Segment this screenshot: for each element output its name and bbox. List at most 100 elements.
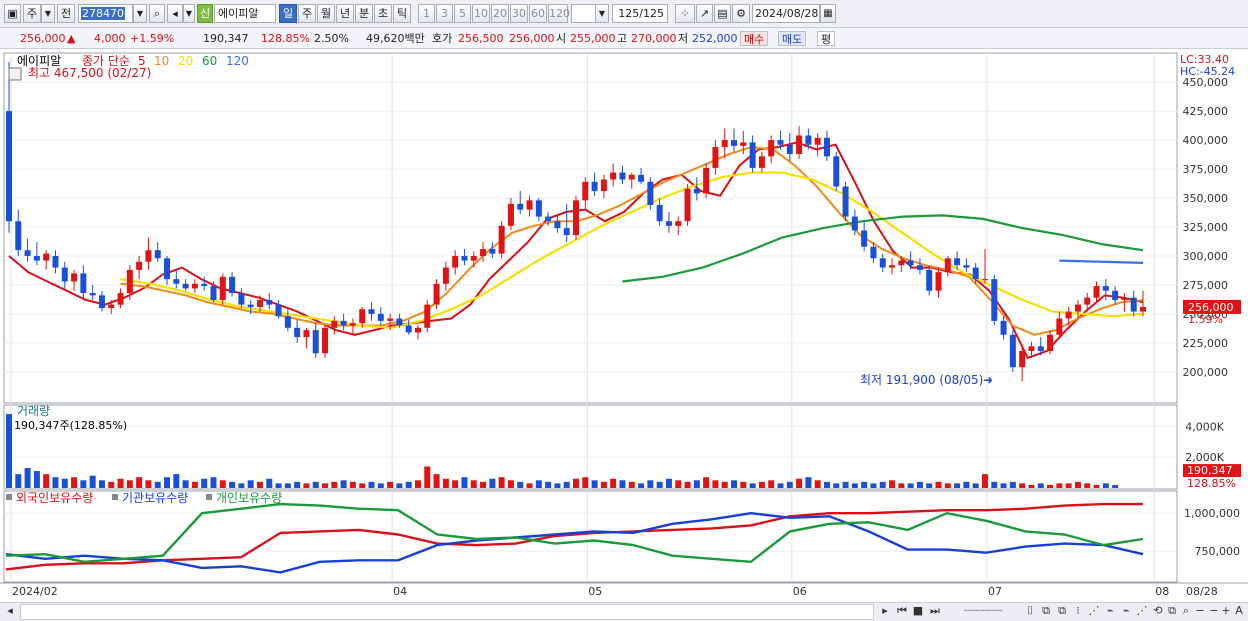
period-button[interactable]: 분 bbox=[355, 4, 373, 23]
interval-button[interactable]: 30 bbox=[510, 4, 528, 23]
volume-bar bbox=[1037, 483, 1044, 488]
prev-button[interactable]: 전 bbox=[57, 4, 75, 23]
stock-chart[interactable]: 에이피알 종가 단순 5 10 20 60 120 최고 467,500 (02/27)… bbox=[0, 49, 1248, 604]
x-tick-label: 06 bbox=[793, 585, 807, 598]
interval-button[interactable]: 5 bbox=[454, 4, 471, 23]
volume-tick-label: 4,000K bbox=[1185, 420, 1224, 433]
period-button[interactable]: 초 bbox=[374, 4, 392, 23]
calendar-small-icon[interactable] bbox=[8, 67, 22, 81]
volume-annotation: 190,347주(128.85%) bbox=[14, 419, 127, 432]
y-tick-label: 400,000 bbox=[1183, 134, 1229, 147]
stock-name-field[interactable]: 에이피알 bbox=[214, 4, 276, 23]
x-axis-labels: 2024/02 04 05 06 07 08 08/28 bbox=[12, 585, 1218, 598]
data-count-field[interactable]: 125/125 bbox=[612, 4, 668, 23]
volume-bar bbox=[507, 480, 514, 488]
speaker-dropdown-icon[interactable]: ▼ bbox=[183, 4, 195, 23]
candle-body bbox=[916, 265, 923, 270]
volume-bar bbox=[145, 480, 152, 488]
tool-icon-3[interactable]: ⧉ bbox=[1058, 604, 1066, 617]
quote-bar: 256,000 ▲ 4,000 +1.59% 190,347 128.85% 2… bbox=[0, 28, 1248, 49]
candle-body bbox=[758, 156, 765, 168]
buy-button[interactable]: 매수 bbox=[740, 31, 769, 46]
zoom-out-icon[interactable]: − bbox=[1195, 604, 1205, 617]
tool-icon-2[interactable]: ⧉ bbox=[1042, 604, 1050, 617]
candle-body bbox=[387, 318, 394, 321]
stock-code-input[interactable]: 278470 bbox=[78, 4, 133, 23]
code-dropdown-icon[interactable]: ▼ bbox=[133, 4, 147, 23]
interval-button[interactable]: 120 bbox=[548, 4, 570, 23]
volume-bar bbox=[786, 481, 793, 488]
candle-body bbox=[851, 216, 858, 231]
legend-marker bbox=[206, 494, 212, 500]
grid-settings-icon[interactable]: ⁘ bbox=[675, 4, 695, 23]
tool-icon-10[interactable]: ⧉ bbox=[1168, 604, 1176, 617]
search-icon[interactable]: ⌕ bbox=[149, 4, 165, 23]
zoom-slider[interactable]: ┈┈┈┈┈┈┈┈ bbox=[963, 606, 1003, 615]
volume-bar bbox=[219, 480, 226, 488]
speaker-icon[interactable]: ◂ bbox=[167, 4, 183, 23]
zoom-minus-icon[interactable]: − bbox=[1209, 604, 1219, 617]
interval-button[interactable]: 60 bbox=[529, 4, 547, 23]
scroll-right-icon[interactable]: ▸ bbox=[882, 604, 888, 617]
period-button[interactable]: 년 bbox=[336, 4, 354, 23]
volume-bar bbox=[312, 481, 319, 488]
high-price: 270,000 bbox=[631, 32, 677, 45]
tool-icon-6[interactable]: ⌁ bbox=[1106, 604, 1114, 617]
volume-bar bbox=[805, 477, 812, 488]
volume-bar bbox=[981, 474, 988, 488]
tool-icon-4[interactable]: ⁝ bbox=[1076, 604, 1080, 617]
date-field[interactable]: 2024/08/28 bbox=[752, 4, 820, 23]
first-page-icon[interactable]: ⏮ bbox=[897, 604, 907, 617]
volume-bar bbox=[926, 483, 933, 488]
tool-icon-9[interactable]: ⟲ bbox=[1153, 604, 1163, 617]
candle-body bbox=[870, 246, 877, 259]
horizontal-scrollbar[interactable] bbox=[20, 604, 874, 620]
candle-body bbox=[98, 295, 105, 309]
y-tick-label: 325,000 bbox=[1183, 221, 1229, 234]
tool-icon-7[interactable]: ⌁ bbox=[1122, 604, 1130, 617]
period-button[interactable]: 틱 bbox=[393, 4, 411, 23]
tool-icon-1[interactable]: ⌷ bbox=[1026, 604, 1034, 617]
last-volume-label: 190,347 bbox=[1187, 464, 1233, 477]
stop-icon[interactable]: ■ bbox=[912, 604, 924, 617]
volume-bar bbox=[647, 480, 654, 488]
candlestick-series bbox=[6, 61, 1146, 382]
last-page-icon[interactable]: ⏭ bbox=[930, 604, 940, 617]
draw-tool-icon[interactable]: ↗ bbox=[696, 4, 713, 23]
calendar-icon[interactable]: ▦ bbox=[820, 4, 836, 23]
volume-bar bbox=[377, 483, 384, 488]
interval-button[interactable]: 10 bbox=[472, 4, 490, 23]
tool-icon-8[interactable]: ⋰ bbox=[1136, 604, 1148, 617]
window-icon[interactable]: ▣ bbox=[4, 4, 21, 23]
candle-body bbox=[24, 250, 31, 256]
volume-bar bbox=[1000, 483, 1007, 488]
price-panel-title: 에이피알 bbox=[17, 54, 61, 68]
font-size-icon[interactable]: A bbox=[1235, 604, 1243, 617]
interval-button[interactable]: 20 bbox=[491, 4, 509, 23]
interval-dropdown-icon[interactable]: ▼ bbox=[595, 4, 609, 23]
scroll-left-icon[interactable]: ◂ bbox=[7, 604, 13, 617]
save-icon[interactable]: ▤ bbox=[714, 4, 731, 23]
candle-body bbox=[368, 309, 375, 314]
period-button[interactable]: 일 bbox=[279, 4, 297, 23]
candle-body bbox=[256, 299, 263, 307]
candle-body bbox=[1130, 297, 1137, 312]
volume-bar bbox=[693, 480, 700, 488]
candle-body bbox=[517, 203, 524, 210]
gear-icon[interactable]: ⚙ bbox=[732, 4, 750, 23]
magnifier-icon[interactable]: ⌕ bbox=[1182, 604, 1190, 617]
interval-button[interactable]: 3 bbox=[436, 4, 453, 23]
trade-amount: 49,620백만 bbox=[366, 32, 425, 45]
candle-body bbox=[898, 260, 905, 266]
tool-icon-5[interactable]: ⋰ bbox=[1088, 604, 1100, 617]
interval-button[interactable]: 1 bbox=[418, 4, 435, 23]
market-button[interactable]: 주 bbox=[23, 4, 41, 23]
zoom-in-icon[interactable]: + bbox=[1221, 604, 1231, 617]
period-button[interactable]: 주 bbox=[298, 4, 316, 23]
evaluate-button[interactable]: 평 bbox=[817, 31, 836, 46]
volume-tick-label: 2,000K bbox=[1185, 451, 1224, 464]
market-dropdown-icon[interactable]: ▼ bbox=[41, 4, 55, 23]
volume-bar bbox=[480, 481, 487, 488]
sell-button[interactable]: 매도 bbox=[778, 31, 807, 46]
period-button[interactable]: 월 bbox=[317, 4, 335, 23]
